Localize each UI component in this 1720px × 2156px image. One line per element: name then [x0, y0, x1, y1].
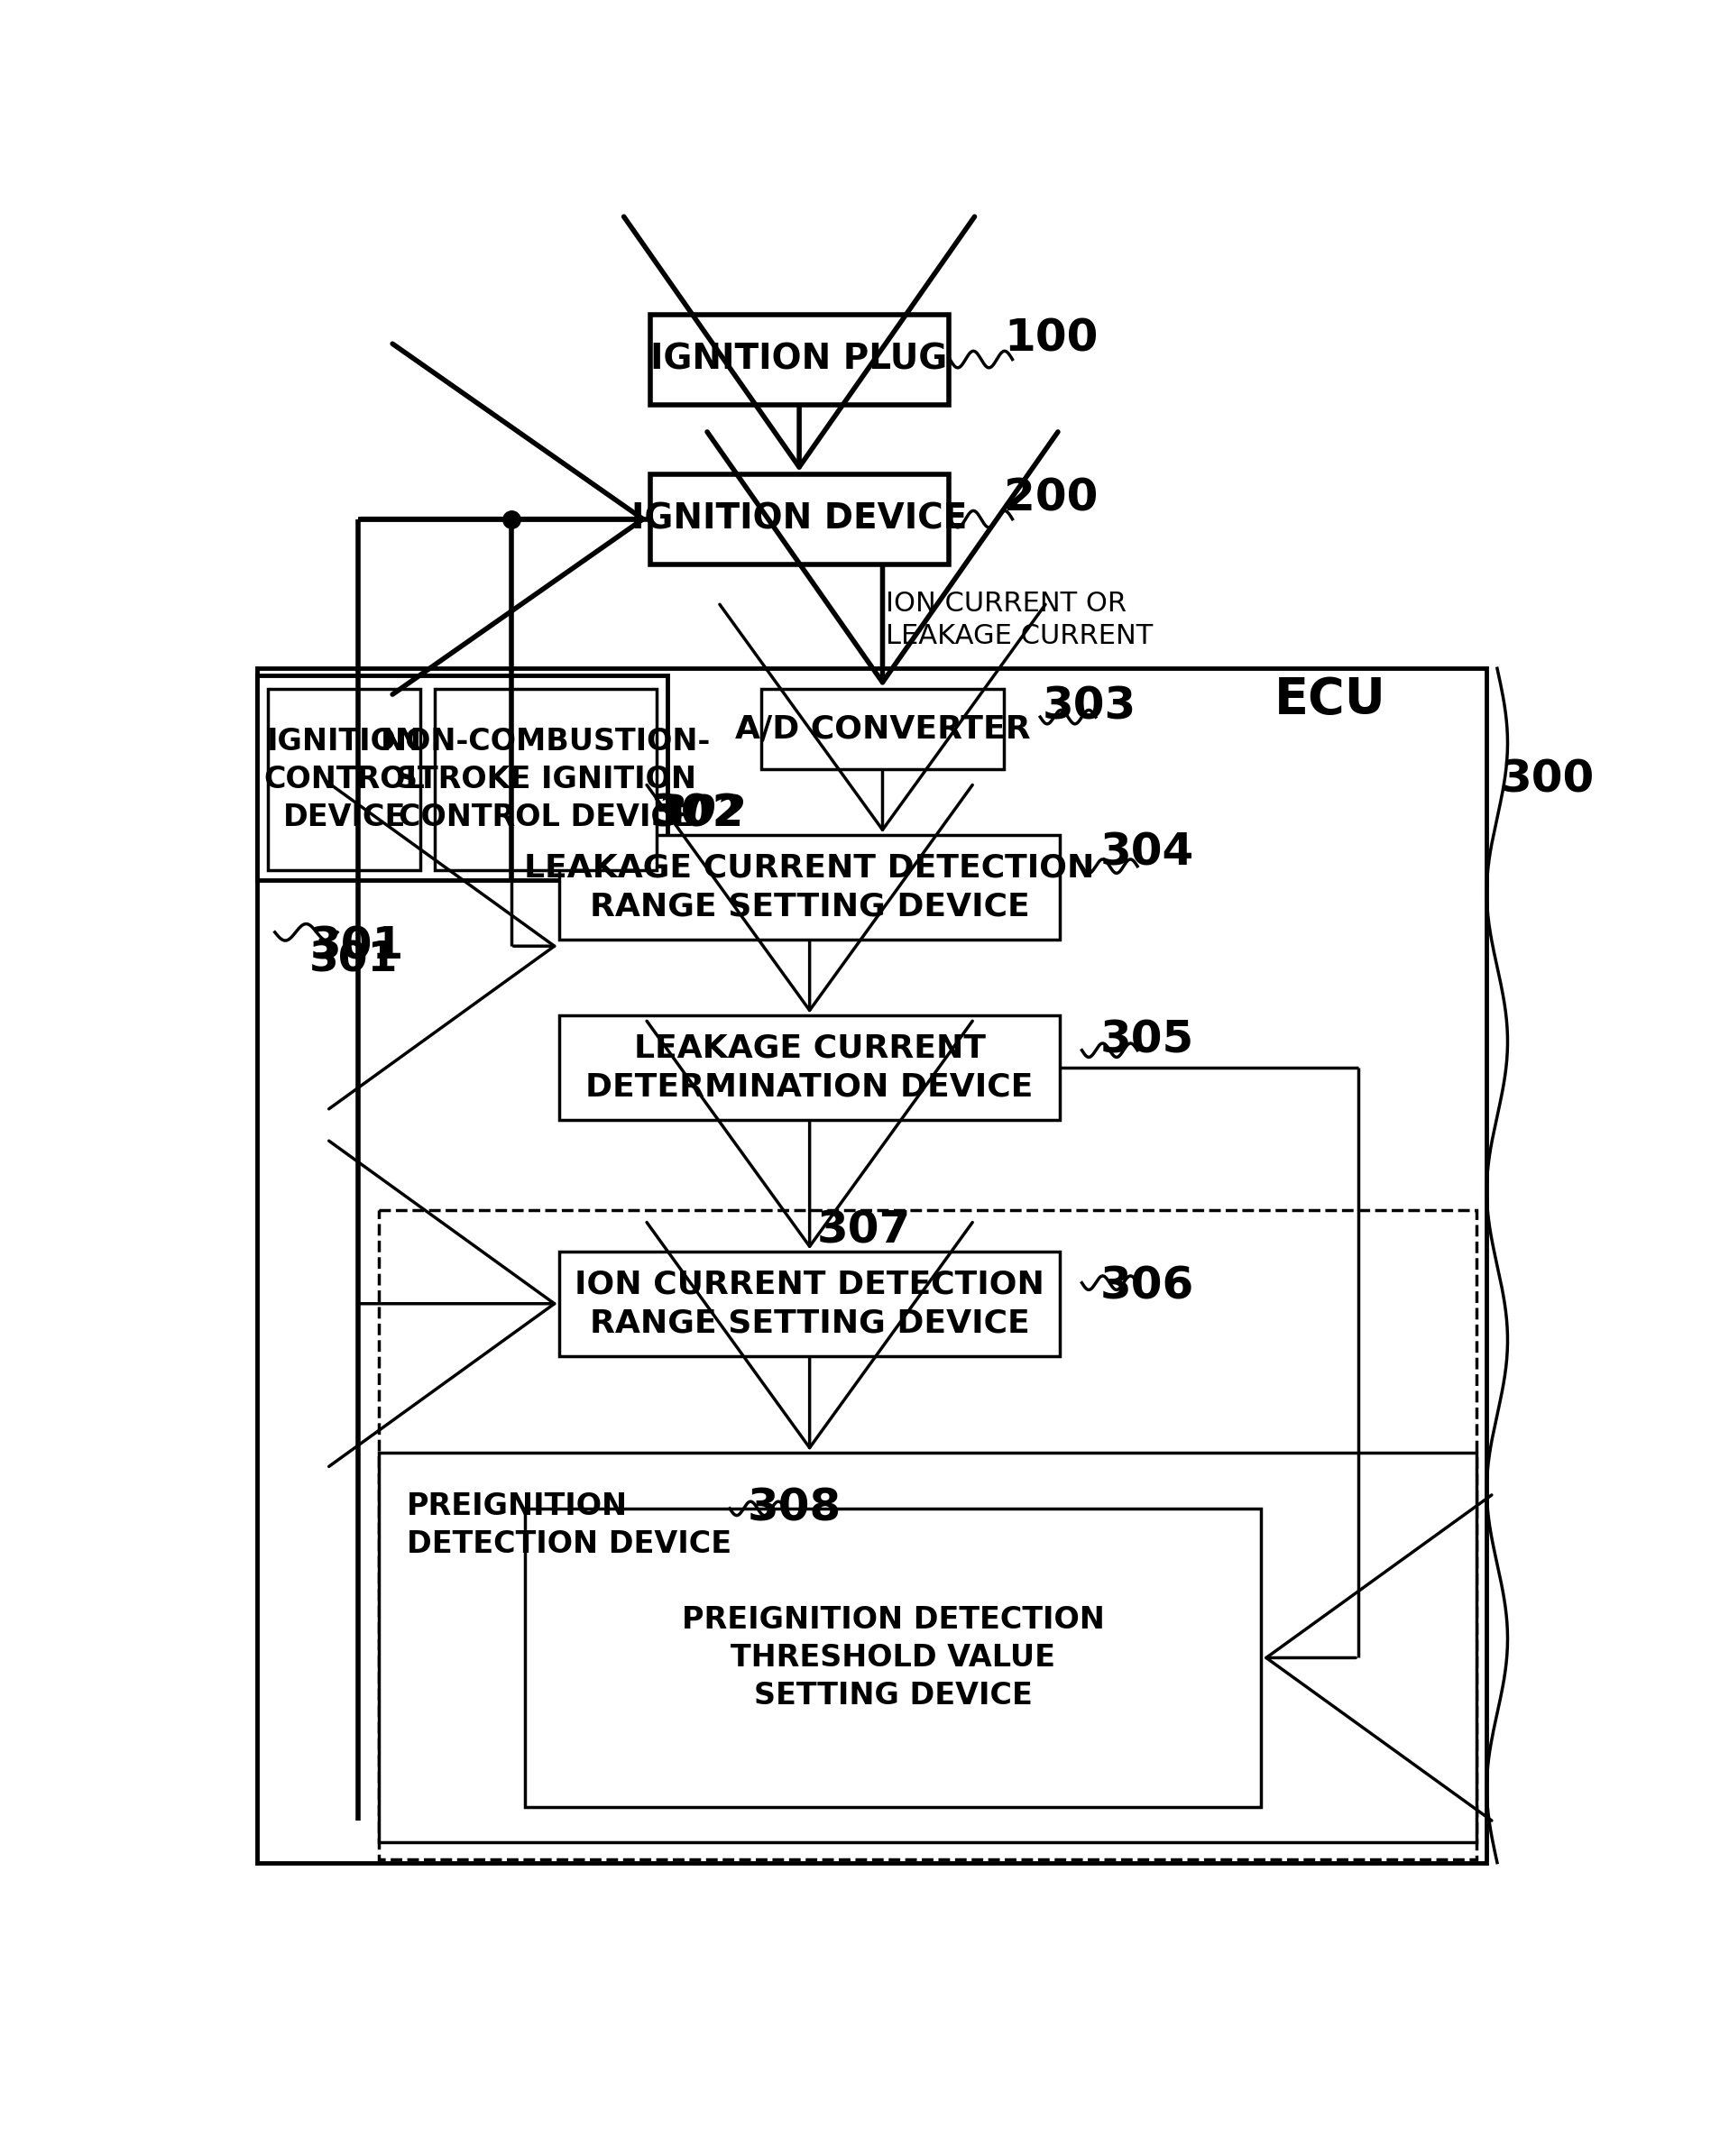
Text: 305: 305 [1099, 1018, 1194, 1061]
Text: 302: 302 [650, 793, 745, 837]
Text: 100: 100 [1004, 317, 1097, 360]
Bar [525, 1509, 1261, 1807]
Text: 306: 306 [1099, 1266, 1194, 1309]
Bar [258, 668, 1486, 1863]
Text: ION CURRENT OR
LEAKAGE CURRENT: ION CURRENT OR LEAKAGE CURRENT [886, 591, 1152, 649]
Bar [559, 1015, 1060, 1119]
Text: PREIGNITION
DETECTION DEVICE: PREIGNITION DETECTION DEVICE [408, 1492, 731, 1559]
Text: 308: 308 [746, 1488, 841, 1531]
Text: A/D CONVERTER: A/D CONVERTER [734, 714, 1030, 744]
Text: 307: 307 [817, 1210, 910, 1253]
Bar [650, 474, 948, 565]
Bar [559, 834, 1060, 940]
Bar [435, 690, 657, 869]
Bar [650, 315, 948, 405]
Text: LEAKAGE CURRENT
DETERMINATION DEVICE: LEAKAGE CURRENT DETERMINATION DEVICE [587, 1033, 1034, 1102]
Text: LEAKAGE CURRENT DETECTION
RANGE SETTING DEVICE: LEAKAGE CURRENT DETECTION RANGE SETTING … [525, 852, 1096, 923]
Text: 301: 301 [310, 925, 404, 968]
Text: 300: 300 [1500, 757, 1594, 802]
Text: IGNITION PLUG: IGNITION PLUG [650, 343, 948, 377]
Text: PREIGNITION DETECTION
THRESHOLD VALUE
SETTING DEVICE: PREIGNITION DETECTION THRESHOLD VALUE SE… [681, 1604, 1104, 1710]
Text: 200: 200 [1004, 476, 1097, 520]
Text: 304: 304 [1099, 830, 1194, 873]
Text: IGNITION DEVICE: IGNITION DEVICE [631, 502, 967, 537]
Bar [268, 690, 421, 869]
Bar [378, 1210, 1476, 1858]
Text: NON-COMBUSTION-
STROKE IGNITION
CONTROL DEVICE: NON-COMBUSTION- STROKE IGNITION CONTROL … [380, 727, 710, 832]
Text: 302: 302 [657, 793, 746, 834]
Bar [258, 675, 667, 880]
Bar [378, 1453, 1476, 1841]
Text: IGNITION
CONTROL
DEVICE: IGNITION CONTROL DEVICE [263, 727, 425, 832]
Bar [559, 1253, 1060, 1356]
Text: ECU: ECU [1275, 675, 1386, 724]
Bar [760, 690, 1004, 770]
Text: 301: 301 [310, 940, 399, 981]
Text: 303: 303 [1042, 686, 1137, 729]
Text: ION CURRENT DETECTION
RANGE SETTING DEVICE: ION CURRENT DETECTION RANGE SETTING DEVI… [574, 1268, 1044, 1339]
